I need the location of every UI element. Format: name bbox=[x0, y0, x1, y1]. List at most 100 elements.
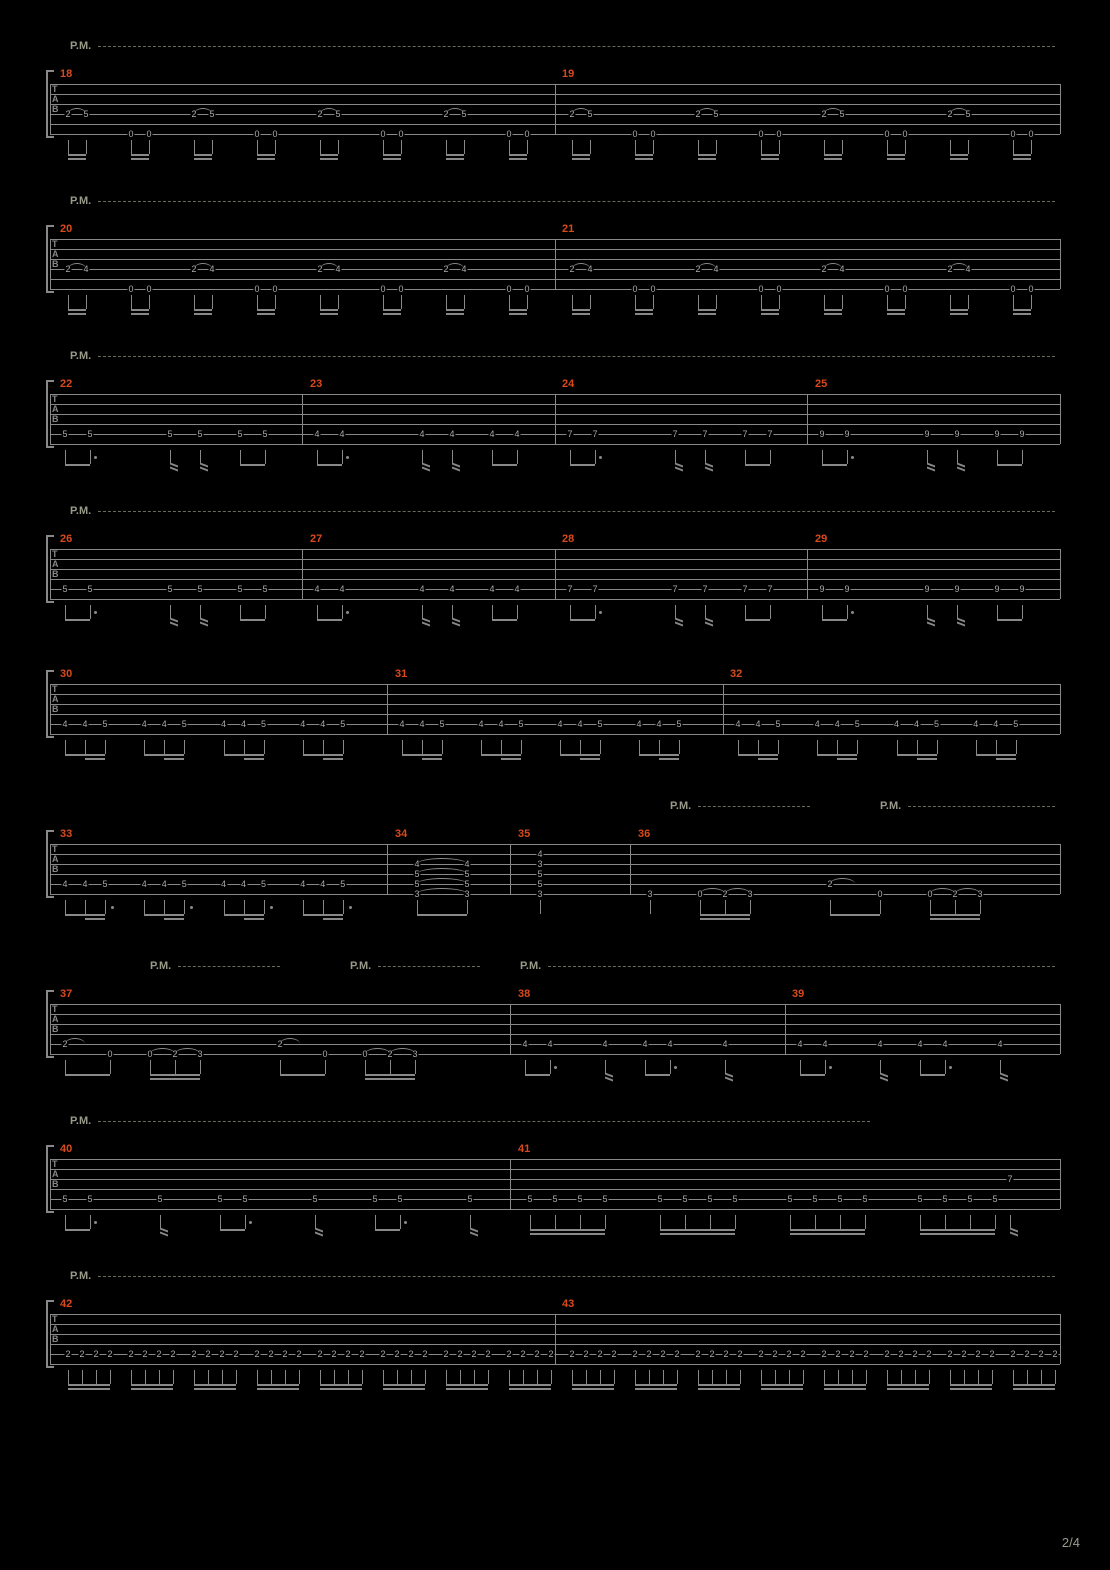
note-stem bbox=[635, 295, 636, 309]
tab-staff: 24002400240024002400240024002400 bbox=[50, 239, 1060, 289]
rhythm-dot bbox=[851, 611, 854, 614]
note-stem bbox=[550, 1060, 551, 1074]
note-stem bbox=[725, 900, 726, 914]
beam bbox=[194, 309, 212, 311]
fret-number: 4 bbox=[81, 719, 88, 729]
beam-2 bbox=[383, 313, 401, 315]
beam-2 bbox=[698, 313, 716, 315]
fret-number: 0 bbox=[757, 284, 764, 294]
fret-number: 0 bbox=[876, 889, 883, 899]
fret-number: 3 bbox=[536, 859, 543, 869]
fret-number: 5 bbox=[236, 429, 243, 439]
fret-number: 2 bbox=[204, 1349, 211, 1359]
fret-number: 2 bbox=[1037, 1349, 1044, 1359]
note-stem bbox=[285, 1370, 286, 1384]
beam-2 bbox=[257, 313, 275, 315]
fret-number: 2 bbox=[253, 1349, 260, 1359]
note-stem bbox=[945, 1215, 946, 1229]
note-stem bbox=[1022, 605, 1023, 619]
fret-number: 5 bbox=[101, 719, 108, 729]
note-stem bbox=[950, 1370, 951, 1384]
note-stem bbox=[915, 1370, 916, 1384]
beam bbox=[570, 619, 595, 621]
pm-label: P.M. bbox=[350, 960, 371, 972]
measure-number: 31 bbox=[395, 668, 407, 680]
fret-number: 7 bbox=[701, 584, 708, 594]
tab-staff: 4454454454454553455343553302320023 bbox=[50, 844, 1060, 894]
beam bbox=[481, 754, 521, 756]
note-stem bbox=[901, 1370, 902, 1384]
fret-number: 5 bbox=[536, 879, 543, 889]
staff-line bbox=[50, 684, 1060, 685]
note-stem bbox=[968, 295, 969, 309]
tie bbox=[417, 878, 467, 884]
fret-number: 7 bbox=[671, 429, 678, 439]
beam-2 bbox=[917, 758, 937, 760]
pm-label: P.M. bbox=[150, 960, 171, 972]
measure-number: 38 bbox=[518, 988, 530, 1000]
note-stem bbox=[670, 1060, 671, 1074]
barline bbox=[50, 549, 51, 599]
measure-number: 26 bbox=[60, 533, 72, 545]
beam-2 bbox=[758, 758, 778, 760]
beam bbox=[525, 1074, 550, 1076]
beam-layer bbox=[50, 1370, 1060, 1400]
beam bbox=[417, 914, 467, 916]
beam bbox=[997, 464, 1022, 466]
note-stem bbox=[212, 140, 213, 154]
beam-2 bbox=[996, 758, 1016, 760]
measure-number: 42 bbox=[60, 1298, 72, 1310]
fret-number: 9 bbox=[923, 584, 930, 594]
beam-2 bbox=[257, 1388, 299, 1390]
note-stem bbox=[572, 295, 573, 309]
fret-number: 5 bbox=[526, 1194, 533, 1204]
note-stem bbox=[446, 1370, 447, 1384]
rhythm-dot bbox=[404, 1221, 407, 1224]
beam bbox=[320, 1384, 362, 1386]
beam-2 bbox=[761, 158, 779, 160]
rhythm-dot bbox=[349, 906, 352, 909]
fret-number: 5 bbox=[731, 1194, 738, 1204]
fret-number: 2 bbox=[344, 1349, 351, 1359]
tab-page: P.M.TAB181925002500250025002500250025002… bbox=[0, 0, 1110, 1570]
beam-2 bbox=[383, 1388, 425, 1390]
note-stem bbox=[320, 140, 321, 154]
beam bbox=[303, 914, 343, 916]
fret-number: 4 bbox=[141, 879, 148, 889]
note-stem bbox=[677, 1370, 678, 1384]
note-stem bbox=[299, 1370, 300, 1384]
fret-number: 5 bbox=[241, 1194, 248, 1204]
tie bbox=[417, 888, 467, 894]
beam-2 bbox=[1013, 313, 1031, 315]
staff-line bbox=[50, 1189, 1060, 1190]
beam-2 bbox=[700, 918, 750, 920]
note-stem bbox=[992, 1370, 993, 1384]
fret-number: 4 bbox=[916, 1039, 923, 1049]
note-stem bbox=[415, 1060, 416, 1074]
note-stem bbox=[65, 450, 66, 464]
fret-number: 0 bbox=[271, 284, 278, 294]
note-stem bbox=[950, 295, 951, 309]
barline bbox=[50, 84, 51, 134]
beam bbox=[800, 1074, 825, 1076]
note-stem bbox=[847, 605, 848, 619]
note-stem bbox=[700, 900, 701, 914]
note-stem bbox=[65, 900, 66, 914]
measure-number: 32 bbox=[730, 668, 742, 680]
barline bbox=[50, 844, 51, 894]
tab-staff: 445445445445445445445445445445445445 bbox=[50, 684, 1060, 734]
tie bbox=[930, 888, 955, 894]
note-stem bbox=[236, 1370, 237, 1384]
note-stem bbox=[950, 140, 951, 154]
beam-2 bbox=[150, 1078, 200, 1080]
note-stem bbox=[334, 1370, 335, 1384]
note-stem bbox=[779, 140, 780, 154]
beam bbox=[131, 1384, 173, 1386]
note-stem bbox=[530, 1215, 531, 1229]
fret-number: 2 bbox=[316, 1349, 323, 1359]
fret-number: 2 bbox=[533, 1349, 540, 1359]
pm-dash bbox=[98, 511, 1055, 512]
staff-line bbox=[50, 844, 1060, 845]
note-stem bbox=[467, 900, 468, 914]
tab-staff: 555555444444777777999999 bbox=[50, 549, 1060, 599]
